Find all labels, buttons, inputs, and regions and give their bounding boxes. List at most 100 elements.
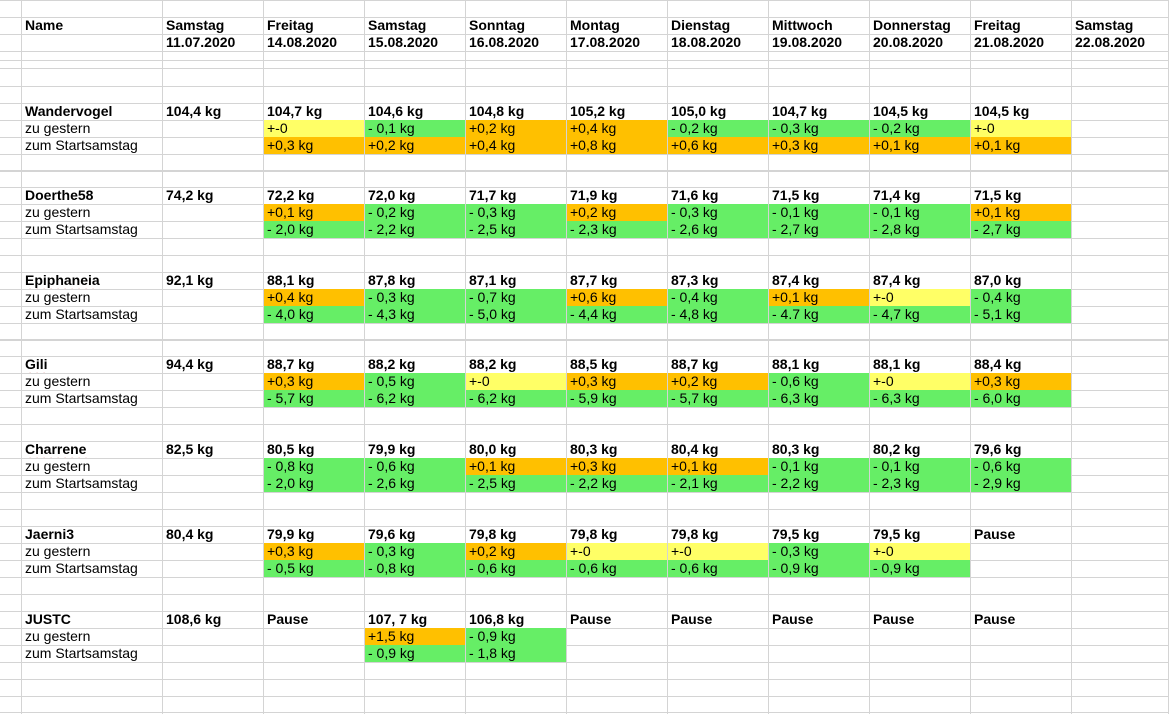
delta-start-cell[interactable]: - 4,0 kg [264, 306, 364, 323]
delta-yesterday-cell[interactable] [1072, 628, 1168, 645]
delta-start-cell[interactable]: - 2,3 kg [870, 475, 970, 492]
delta-start-cell[interactable] [264, 645, 364, 662]
weight-cell[interactable]: 104,8 kg [469, 103, 525, 119]
delta-yesterday-cell[interactable] [163, 543, 263, 560]
delta-yesterday-cell[interactable]: - 0,4 kg [668, 289, 768, 306]
delta-yesterday-cell[interactable] [971, 628, 1071, 645]
delta-start-cell[interactable] [870, 645, 970, 662]
delta-yesterday-cell[interactable]: - 0,2 kg [668, 120, 768, 137]
delta-yesterday-cell[interactable]: - 0,2 kg [870, 120, 970, 137]
delta-start-cell[interactable]: - 4,3 kg [365, 306, 465, 323]
delta-yesterday-cell[interactable]: - 0,1 kg [769, 458, 869, 475]
header-weekday-cell[interactable]: Montag [570, 17, 620, 33]
weight-cell[interactable]: 104,5 kg [974, 103, 1030, 119]
weight-cell[interactable]: 71,5 kg [772, 187, 820, 203]
row-label-cell[interactable]: zu gestern [25, 289, 91, 305]
delta-yesterday-cell[interactable]: - 0,1 kg [365, 120, 465, 137]
header-weekday-cell[interactable]: Donnerstag [873, 17, 951, 33]
weight-cell[interactable]: 79,8 kg [671, 526, 719, 542]
row-label-cell[interactable]: zu gestern [25, 120, 91, 136]
delta-start-cell[interactable]: - 2,1 kg [668, 475, 768, 492]
delta-start-cell[interactable]: +0,8 kg [567, 137, 667, 154]
weight-cell[interactable]: 79,9 kg [368, 441, 416, 457]
header-weekday-cell[interactable]: Sonntag [469, 17, 525, 33]
header-date-cell[interactable]: 18.08.2020 [671, 34, 742, 50]
header-weekday-cell[interactable]: Samstag [166, 17, 225, 33]
delta-yesterday-cell[interactable]: +-0 [567, 543, 667, 560]
person-name-cell[interactable]: Wandervogel [25, 103, 113, 119]
weight-cell[interactable]: 80,2 kg [873, 441, 921, 457]
delta-start-cell[interactable] [567, 645, 667, 662]
delta-start-cell[interactable]: - 2,6 kg [668, 221, 768, 238]
row-label-cell[interactable]: zum Startsamstag [25, 390, 138, 406]
weight-cell[interactable]: 94,4 kg [166, 356, 214, 372]
delta-start-cell[interactable] [163, 475, 263, 492]
weight-cell[interactable]: 79,6 kg [974, 441, 1022, 457]
weight-cell[interactable]: 88,4 kg [974, 356, 1022, 372]
header-date-cell[interactable]: 14.08.2020 [267, 34, 338, 50]
delta-start-cell[interactable] [163, 645, 263, 662]
weight-cell[interactable]: 71,5 kg [974, 187, 1022, 203]
delta-yesterday-cell[interactable]: +-0 [870, 289, 970, 306]
weight-cell[interactable]: 88,2 kg [469, 356, 517, 372]
person-name-cell[interactable]: Charrene [25, 441, 87, 457]
person-name-cell[interactable]: Jaerni3 [25, 526, 75, 542]
delta-start-cell[interactable] [668, 645, 768, 662]
delta-start-cell[interactable] [163, 560, 263, 577]
delta-start-cell[interactable]: - 2,0 kg [264, 221, 364, 238]
delta-yesterday-cell[interactable]: - 0,3 kg [365, 289, 465, 306]
delta-yesterday-cell[interactable]: +0,3 kg [567, 458, 667, 475]
delta-start-cell[interactable] [1072, 306, 1168, 323]
weight-cell[interactable]: 82,5 kg [166, 441, 214, 457]
header-weekday-cell[interactable]: Dienstag [671, 17, 731, 33]
delta-yesterday-cell[interactable]: +0,3 kg [971, 373, 1071, 390]
header-date-cell[interactable]: 19.08.2020 [772, 34, 843, 50]
delta-yesterday-cell[interactable]: +0,1 kg [466, 458, 566, 475]
delta-yesterday-cell[interactable]: +0,2 kg [466, 543, 566, 560]
delta-start-cell[interactable]: - 2,2 kg [567, 475, 667, 492]
delta-start-cell[interactable]: - 4.7 kg [769, 306, 869, 323]
delta-start-cell[interactable]: - 6,2 kg [365, 390, 465, 407]
delta-yesterday-cell[interactable] [769, 628, 869, 645]
row-label-cell[interactable]: zu gestern [25, 204, 91, 220]
delta-start-cell[interactable]: - 5,0 kg [466, 306, 566, 323]
weight-cell[interactable]: 80,5 kg [267, 441, 315, 457]
delta-yesterday-cell[interactable]: - 0,3 kg [769, 543, 869, 560]
delta-start-cell[interactable]: - 2,5 kg [466, 221, 566, 238]
weight-cell[interactable]: 107, 7 kg [368, 611, 428, 627]
delta-yesterday-cell[interactable]: +-0 [264, 120, 364, 137]
delta-yesterday-cell[interactable]: +0,2 kg [668, 373, 768, 390]
weight-cell[interactable]: 88,2 kg [368, 356, 416, 372]
row-label-cell[interactable]: zu gestern [25, 628, 91, 644]
weight-cell[interactable]: 71,6 kg [671, 187, 719, 203]
delta-yesterday-cell[interactable] [668, 628, 768, 645]
delta-start-cell[interactable]: - 2,6 kg [365, 475, 465, 492]
delta-yesterday-cell[interactable]: +1,5 kg [365, 628, 465, 645]
row-label-cell[interactable]: zu gestern [25, 543, 91, 559]
weight-cell[interactable]: 87,4 kg [873, 272, 921, 288]
delta-start-cell[interactable]: - 2,9 kg [971, 475, 1071, 492]
delta-start-cell[interactable]: - 5,1 kg [971, 306, 1071, 323]
delta-start-cell[interactable]: - 0,9 kg [870, 560, 970, 577]
delta-start-cell[interactable]: - 0,8 kg [365, 560, 465, 577]
header-date-cell[interactable]: 22.08.2020 [1075, 34, 1146, 50]
row-label-cell[interactable]: zu gestern [25, 373, 91, 389]
weight-cell[interactable]: 80,0 kg [469, 441, 517, 457]
weight-cell[interactable]: 106,8 kg [469, 611, 525, 627]
row-label-cell[interactable]: zum Startsamstag [25, 221, 138, 237]
weight-cell[interactable]: 104,6 kg [368, 103, 424, 119]
delta-yesterday-cell[interactable]: +0,1 kg [668, 458, 768, 475]
delta-start-cell[interactable]: - 1,8 kg [466, 645, 566, 662]
delta-yesterday-cell[interactable]: - 0,5 kg [365, 373, 465, 390]
delta-start-cell[interactable] [769, 645, 869, 662]
delta-start-cell[interactable] [1072, 475, 1168, 492]
delta-yesterday-cell[interactable]: +0,6 kg [567, 289, 667, 306]
weight-cell[interactable]: 87,4 kg [772, 272, 820, 288]
delta-yesterday-cell[interactable]: +-0 [971, 120, 1071, 137]
delta-start-cell[interactable]: - 0,9 kg [769, 560, 869, 577]
delta-yesterday-cell[interactable]: +0,4 kg [567, 120, 667, 137]
weight-cell[interactable] [1072, 272, 1168, 289]
delta-yesterday-cell[interactable]: +0,1 kg [971, 204, 1071, 221]
weight-cell[interactable]: Pause [974, 526, 1016, 542]
weight-cell[interactable]: 71,4 kg [873, 187, 921, 203]
